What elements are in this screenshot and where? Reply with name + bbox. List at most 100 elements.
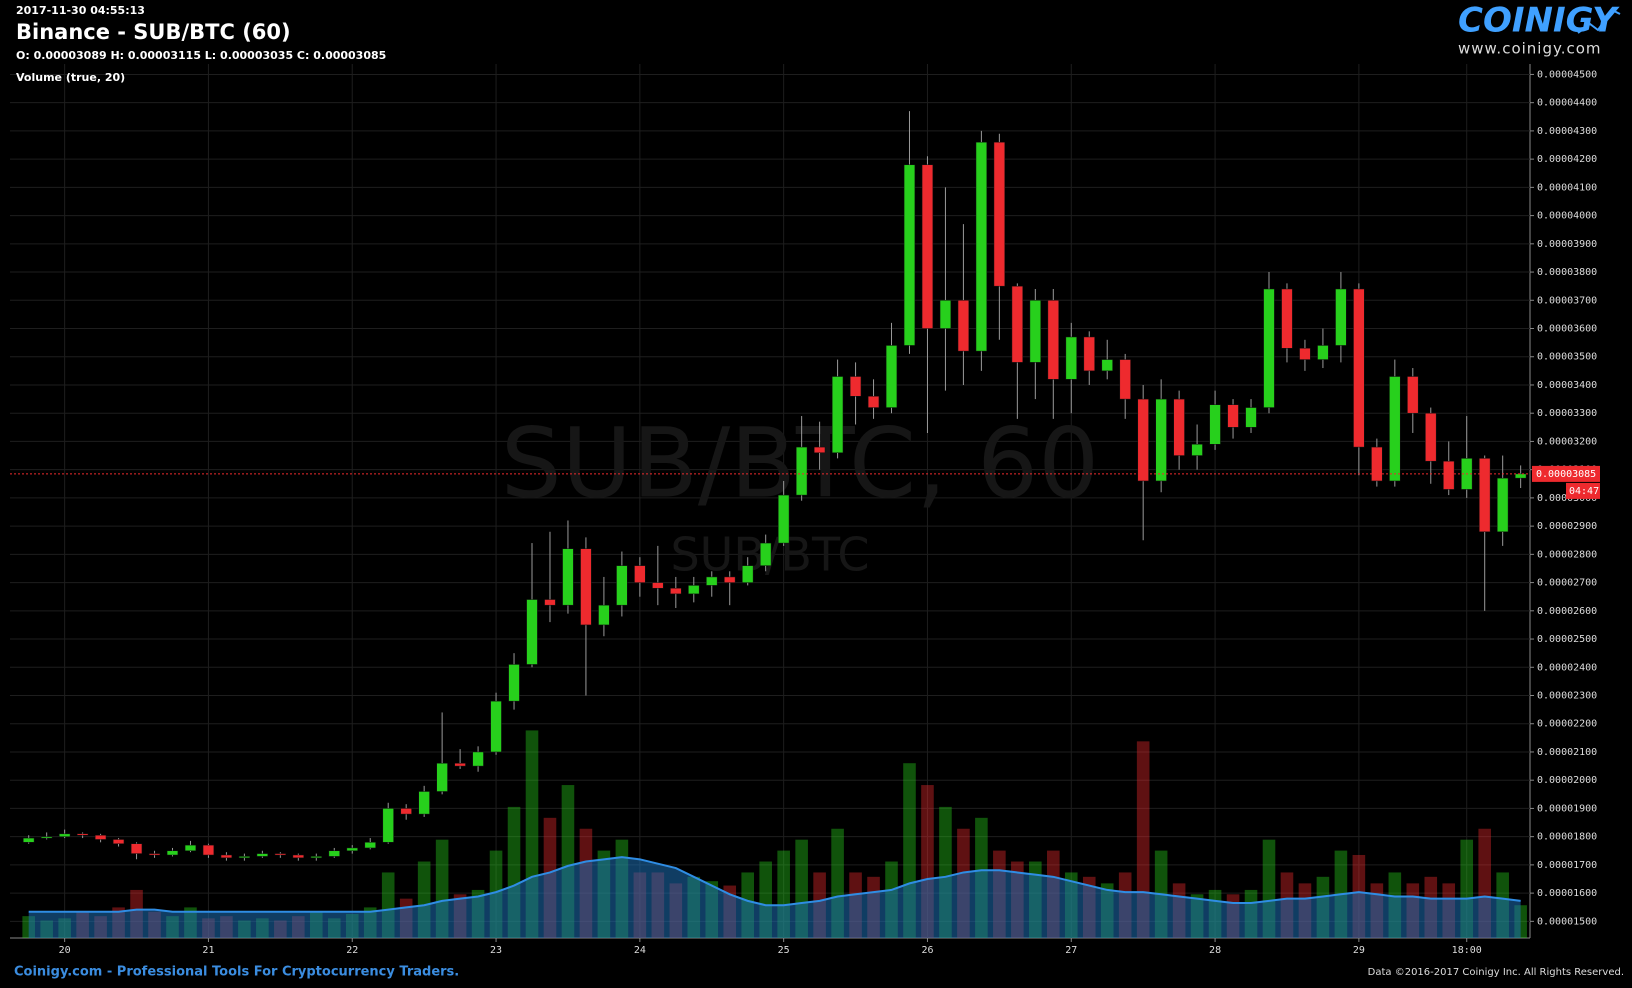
y-tick-label: 0.00004000 — [1537, 211, 1597, 222]
candle-body — [580, 548, 592, 626]
candle-body — [1515, 473, 1527, 479]
candle-body — [634, 565, 646, 583]
candle-body — [490, 700, 502, 753]
candle-body — [867, 396, 880, 408]
candle-body — [112, 839, 125, 844]
candle-body — [1335, 288, 1347, 346]
y-tick-label: 0.00002800 — [1537, 549, 1597, 560]
candle-body — [724, 576, 736, 583]
candle-layer — [23, 111, 1527, 861]
y-tick-label: 0.00003600 — [1537, 324, 1597, 335]
countdown: 04:47 — [1569, 486, 1599, 497]
candle-body — [544, 599, 556, 606]
candle-body — [598, 604, 610, 626]
x-tick-label: 24 — [634, 945, 646, 956]
candle-body — [364, 842, 376, 849]
candle-body — [1083, 336, 1095, 372]
ohlc-label: O: 0.00003089 H: 0.00003115 L: 0.0000303… — [16, 49, 386, 62]
x-tick-label: 25 — [778, 945, 790, 956]
indicator-label: Volume (true, 20) — [16, 71, 125, 84]
candle-body — [831, 376, 844, 453]
candle-body — [1263, 288, 1275, 408]
candle-body — [1371, 446, 1383, 482]
x-tick-label: 27 — [1065, 945, 1077, 956]
candle-body — [993, 141, 1006, 287]
countdown-box — [1566, 482, 1600, 499]
candle-body — [400, 808, 412, 815]
candle-body — [274, 853, 286, 856]
candle-body — [76, 833, 89, 836]
candle-body — [238, 856, 251, 859]
candle-body — [921, 164, 934, 329]
candle-body — [778, 494, 790, 544]
candle-body — [849, 376, 862, 397]
candle-body — [454, 763, 466, 767]
candle-body — [885, 345, 898, 408]
chart-title: Binance - SUB/BTC (60) — [16, 20, 291, 44]
last-price-label: 0.00003085 — [1536, 469, 1596, 480]
candle-body — [184, 844, 197, 852]
candle-body — [1173, 398, 1185, 456]
candle-body — [1155, 398, 1167, 482]
candle-body — [1119, 359, 1131, 400]
y-tick-label: 0.00003700 — [1537, 295, 1597, 306]
candle-body — [346, 847, 358, 852]
candle-body — [616, 565, 628, 606]
candle-body — [1479, 458, 1491, 533]
candle-body — [1011, 285, 1023, 363]
candle-body — [1497, 477, 1509, 533]
candle-body — [562, 548, 574, 606]
candle-body — [23, 837, 35, 843]
x-tick-label: 18:00 — [1452, 945, 1482, 956]
y-tick-label: 0.00001800 — [1537, 832, 1597, 843]
candle-body — [148, 853, 161, 856]
candle-body — [1353, 288, 1365, 448]
candle-body — [1245, 407, 1257, 428]
candle-body — [202, 844, 215, 856]
volume-layer — [22, 730, 1527, 938]
candle-body — [1407, 376, 1419, 414]
candle-body — [795, 446, 808, 496]
candle-body — [706, 576, 718, 586]
candle-body — [1047, 300, 1059, 380]
y-tick-label: 0.00001900 — [1537, 803, 1597, 814]
candle-body — [1137, 398, 1149, 482]
last-price-box — [1532, 465, 1600, 482]
candle-body — [957, 300, 970, 352]
logo: COINIGY — [1458, 1, 1620, 41]
x-tick-label: 22 — [346, 945, 358, 956]
volume-ma-line — [28, 856, 1521, 913]
footer-right: Data ©2016-2017 Coinigy Inc. All Rights … — [1368, 967, 1624, 978]
candle-body — [1227, 404, 1239, 428]
candle-body — [939, 300, 952, 329]
y-tick-label: 0.00003900 — [1537, 239, 1597, 250]
candle-body — [436, 763, 448, 792]
y-tick-label: 0.00001700 — [1537, 860, 1597, 871]
candle-body — [256, 853, 269, 857]
candle-body — [742, 565, 754, 583]
candle-body — [508, 664, 520, 702]
footer-left[interactable]: Coinigy.com - Professional Tools For Cry… — [14, 965, 459, 980]
y-tick-label: 0.00002300 — [1537, 691, 1597, 702]
y-tick-label: 0.00002500 — [1537, 634, 1597, 645]
candle-body — [1101, 359, 1113, 372]
volume-bar — [1136, 741, 1150, 938]
y-tick-label: 0.00003400 — [1537, 380, 1597, 391]
y-tick-label: 0.00001600 — [1537, 888, 1597, 899]
x-tick-label: 28 — [1209, 945, 1221, 956]
candle-body — [166, 850, 179, 856]
candle-body — [1191, 444, 1203, 456]
y-tick-label: 0.00002400 — [1537, 662, 1597, 673]
candle-body — [975, 141, 988, 352]
y-tick-label: 0.00002600 — [1537, 606, 1597, 617]
timestamp: 2017-11-30 04:55:13 — [16, 4, 145, 17]
x-tick-label: 23 — [490, 945, 502, 956]
candle-body — [1065, 336, 1077, 380]
y-tick-label: 0.00004200 — [1537, 154, 1597, 165]
candle-body — [472, 751, 484, 767]
candle-body — [418, 791, 430, 815]
candle-body — [310, 856, 322, 859]
